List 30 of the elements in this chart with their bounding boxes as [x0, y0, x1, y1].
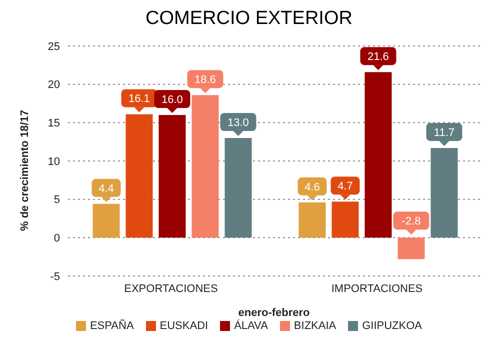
bar	[398, 238, 425, 260]
bar	[158, 115, 186, 238]
data-label: 18.6	[194, 74, 216, 86]
y-tick-label: 15	[48, 118, 60, 130]
y-tick-label: 5	[54, 194, 60, 206]
data-label: -2.8	[402, 216, 421, 228]
legend-label: ESPAÑA	[88, 320, 134, 332]
data-label: 21.6	[368, 51, 389, 64]
chart-title: COMERCIO EXTERIOR	[144, 8, 354, 31]
y-tick-label: 0	[54, 232, 60, 245]
data-label: 16.1	[128, 93, 150, 106]
y-tick-label: 20	[48, 79, 60, 92]
legend-label: ÁLAVA	[233, 320, 268, 332]
data-label: 4.4	[98, 182, 114, 195]
data-label: 16.0	[162, 94, 183, 106]
data-label: 4.6	[304, 181, 320, 194]
legend-label: BIZKAIA	[292, 320, 336, 332]
y-tick-label: 25	[48, 40, 60, 53]
y-tick-label: -5	[50, 270, 60, 283]
x-tick-label: EXPORTACIONES	[124, 282, 218, 295]
x-axis-title: enero-febrero	[238, 307, 310, 319]
x-tick-label: IMPORTACIONES	[331, 282, 423, 295]
y-axis-title: % de crecimiento 18/17	[18, 110, 31, 231]
data-label: 4.7	[338, 180, 353, 193]
legend-label: GIIPUZKOA	[361, 320, 422, 332]
data-label: 11.7	[434, 126, 455, 139]
data-label: 13.0	[228, 117, 249, 129]
y-tick-label: 10	[48, 156, 60, 168]
legend-label: EUSKADI	[158, 320, 208, 332]
bar	[224, 138, 252, 238]
